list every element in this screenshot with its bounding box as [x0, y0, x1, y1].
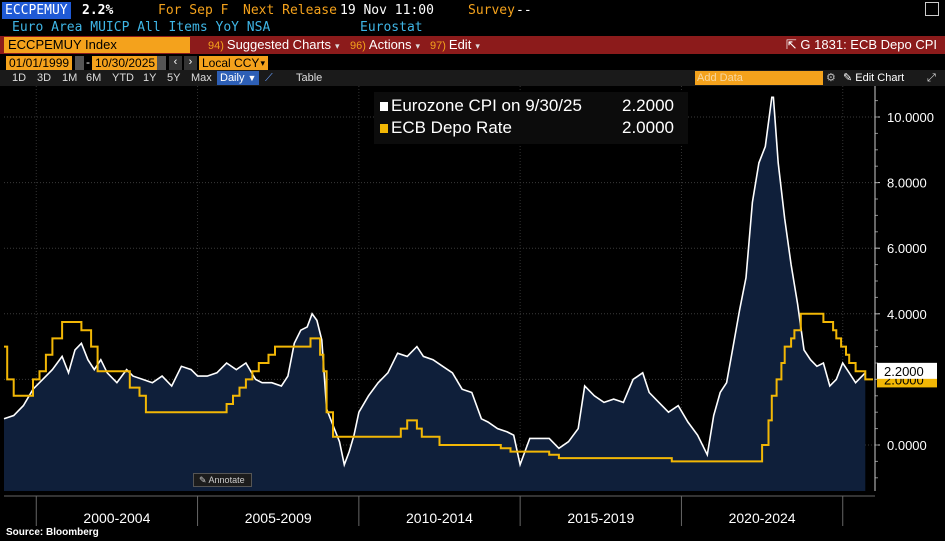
- depo-series-line: [4, 312, 873, 463]
- chevron-down-icon: ▾: [475, 41, 480, 51]
- edit-chart-button[interactable]: ✎ Edit Chart: [843, 72, 905, 84]
- legend-value-depo: 2.0000: [622, 118, 674, 137]
- chart-id-label[interactable]: ⇱ G 1831: ECB Depo CPI: [785, 37, 937, 52]
- launch-icon: ⇱: [785, 37, 801, 52]
- period-6m[interactable]: 6M: [86, 72, 102, 84]
- security-header: ECCPEMUY 2.2% For Sep F Next Release 19 …: [0, 0, 945, 21]
- menu-suggested-charts[interactable]: 94) Suggested Charts ▾: [208, 37, 340, 52]
- survey-value: --: [516, 3, 532, 18]
- settings-gear-icon[interactable]: ⚙: [826, 72, 836, 84]
- cpi-last-value: 2.2000: [884, 364, 924, 379]
- next-arrow-icon[interactable]: ›: [184, 56, 197, 70]
- frequency-select[interactable]: Daily ▼: [217, 71, 260, 85]
- popout-icon[interactable]: [925, 2, 939, 16]
- x-axis: 2000-2004 2005-2009 2010-2014 2015-2019 2020…: [4, 495, 875, 526]
- add-data-input[interactable]: Add Data: [695, 71, 823, 85]
- pencil-icon: ✎: [843, 72, 856, 84]
- source-footnote: Source: Bloomberg: [6, 527, 99, 538]
- y-tick-label: 10.0000: [887, 110, 934, 125]
- y-tick-label: 0.0000: [887, 438, 927, 453]
- next-release-label: Next Release: [243, 3, 337, 18]
- currency-select[interactable]: Local CCY ▾: [199, 56, 268, 70]
- pencil-icon: ✎: [199, 475, 209, 485]
- calendar-icon[interactable]: [75, 56, 84, 70]
- cpi-last-tag: [877, 362, 937, 379]
- x-period-label: 2020-2024: [729, 510, 796, 526]
- y-tick-label: 8.0000: [887, 176, 927, 191]
- chevron-down-icon: ▾: [260, 58, 265, 68]
- chevron-down-icon: ▼: [247, 73, 257, 83]
- menu-edit[interactable]: 97) Edit ▾: [430, 37, 480, 52]
- legend-swatch: [380, 102, 388, 111]
- table-button[interactable]: Table: [296, 72, 323, 84]
- x-period-label: 2010-2014: [406, 510, 473, 526]
- x-period-label: 2005-2009: [245, 510, 312, 526]
- legend-item-depo[interactable]: ECB Depo Rate: [380, 117, 512, 139]
- next-release-value: 19 Nov 11:00: [340, 3, 434, 18]
- security-description: Euro Area MUICP All Items YoY NSA: [12, 20, 271, 35]
- period-bar: 1D 3D 1M 6M YTD 1Y 5Y Max Daily ▼ ⟋ Tabl…: [0, 70, 945, 86]
- legend-value-cpi: 2.2000: [622, 96, 674, 115]
- y-tick-label: 6.0000: [887, 241, 927, 256]
- legend-item-cpi[interactable]: Eurozone CPI on 9/30/25: [380, 95, 582, 117]
- security-input[interactable]: ECCPEMUY Index: [4, 37, 190, 53]
- menu-actions[interactable]: 96) Actions ▾: [350, 37, 421, 52]
- description-row: Euro Area MUICP All Items YoY NSA Eurost…: [0, 20, 945, 36]
- period-5y[interactable]: 5Y: [167, 72, 181, 84]
- period-ytd[interactable]: YTD: [112, 72, 134, 84]
- date-separator: -: [86, 55, 90, 69]
- chart-legend: Eurozone CPI on 9/30/25 2.2000 ECB Depo …: [374, 92, 688, 144]
- period-1m[interactable]: 1M: [62, 72, 78, 84]
- x-period-label: 2000-2004: [83, 510, 150, 526]
- data-source: Eurostat: [360, 20, 423, 35]
- date-range-bar: 01/01/1999 - 10/30/2025 ‹ › Local CCY ▾: [0, 55, 945, 70]
- ticker-label[interactable]: ECCPEMUY: [2, 2, 71, 19]
- period-1y[interactable]: 1Y: [143, 72, 157, 84]
- zoom-icon[interactable]: ⤢: [927, 72, 936, 84]
- legend-swatch: [380, 124, 388, 133]
- y-tick-label: 4.0000: [887, 307, 927, 322]
- period-1d[interactable]: 1D: [12, 72, 27, 84]
- start-date-input[interactable]: 01/01/1999: [6, 56, 73, 70]
- cpi-area-fill: [4, 97, 866, 492]
- x-period-label: 2015-2019: [567, 510, 634, 526]
- chart-type-icon[interactable]: ⟋: [265, 72, 273, 84]
- end-date-input[interactable]: 10/30/2025: [92, 56, 159, 70]
- chevron-down-icon: ▾: [415, 41, 421, 51]
- period-3d[interactable]: 3D: [37, 72, 52, 84]
- chevron-down-icon: ▾: [334, 41, 340, 51]
- survey-label: Survey: [468, 3, 515, 18]
- annotate-button[interactable]: ✎ Annotate: [193, 473, 252, 487]
- cpi-series-line: [3, 96, 866, 468]
- prev-arrow-icon[interactable]: ‹: [169, 56, 182, 70]
- line-chart: 0.0000 2.0000 4.0000 6.0000 8.0000 10.0000 20…: [3, 86, 937, 526]
- last-value: 2.2%: [82, 3, 114, 18]
- calendar-icon[interactable]: [157, 56, 166, 70]
- for-period: For Sep F: [158, 3, 229, 18]
- command-bar: ECCPEMUY Index 94) Suggested Charts ▾ 96) A…: [0, 36, 945, 54]
- period-max[interactable]: Max: [191, 72, 212, 84]
